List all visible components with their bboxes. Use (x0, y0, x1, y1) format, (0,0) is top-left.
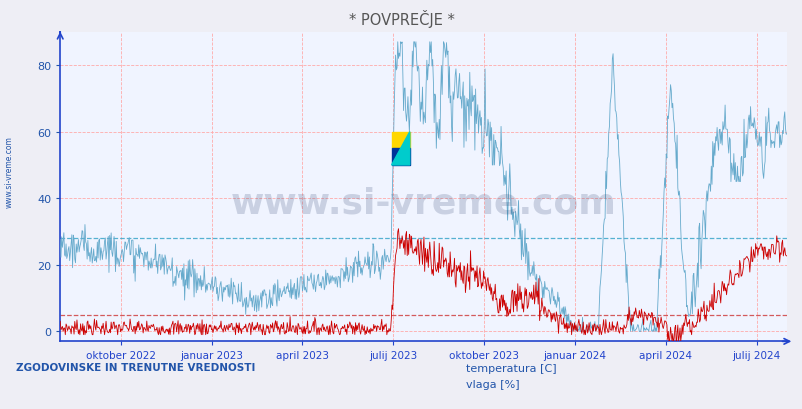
Bar (391, 149, 409, 166)
Text: * POVPREČJE *: * POVPREČJE * (348, 10, 454, 28)
Bar (391, 133, 409, 149)
Text: temperatura [C]: temperatura [C] (465, 363, 556, 373)
Text: ZGODOVINSKE IN TRENUTNE VREDNOSTI: ZGODOVINSKE IN TRENUTNE VREDNOSTI (16, 362, 255, 372)
Polygon shape (391, 133, 409, 166)
Text: www.si-vreme.com: www.si-vreme.com (230, 186, 616, 220)
Text: www.si-vreme.com: www.si-vreme.com (5, 136, 14, 208)
Text: vlaga [%]: vlaga [%] (465, 380, 519, 389)
